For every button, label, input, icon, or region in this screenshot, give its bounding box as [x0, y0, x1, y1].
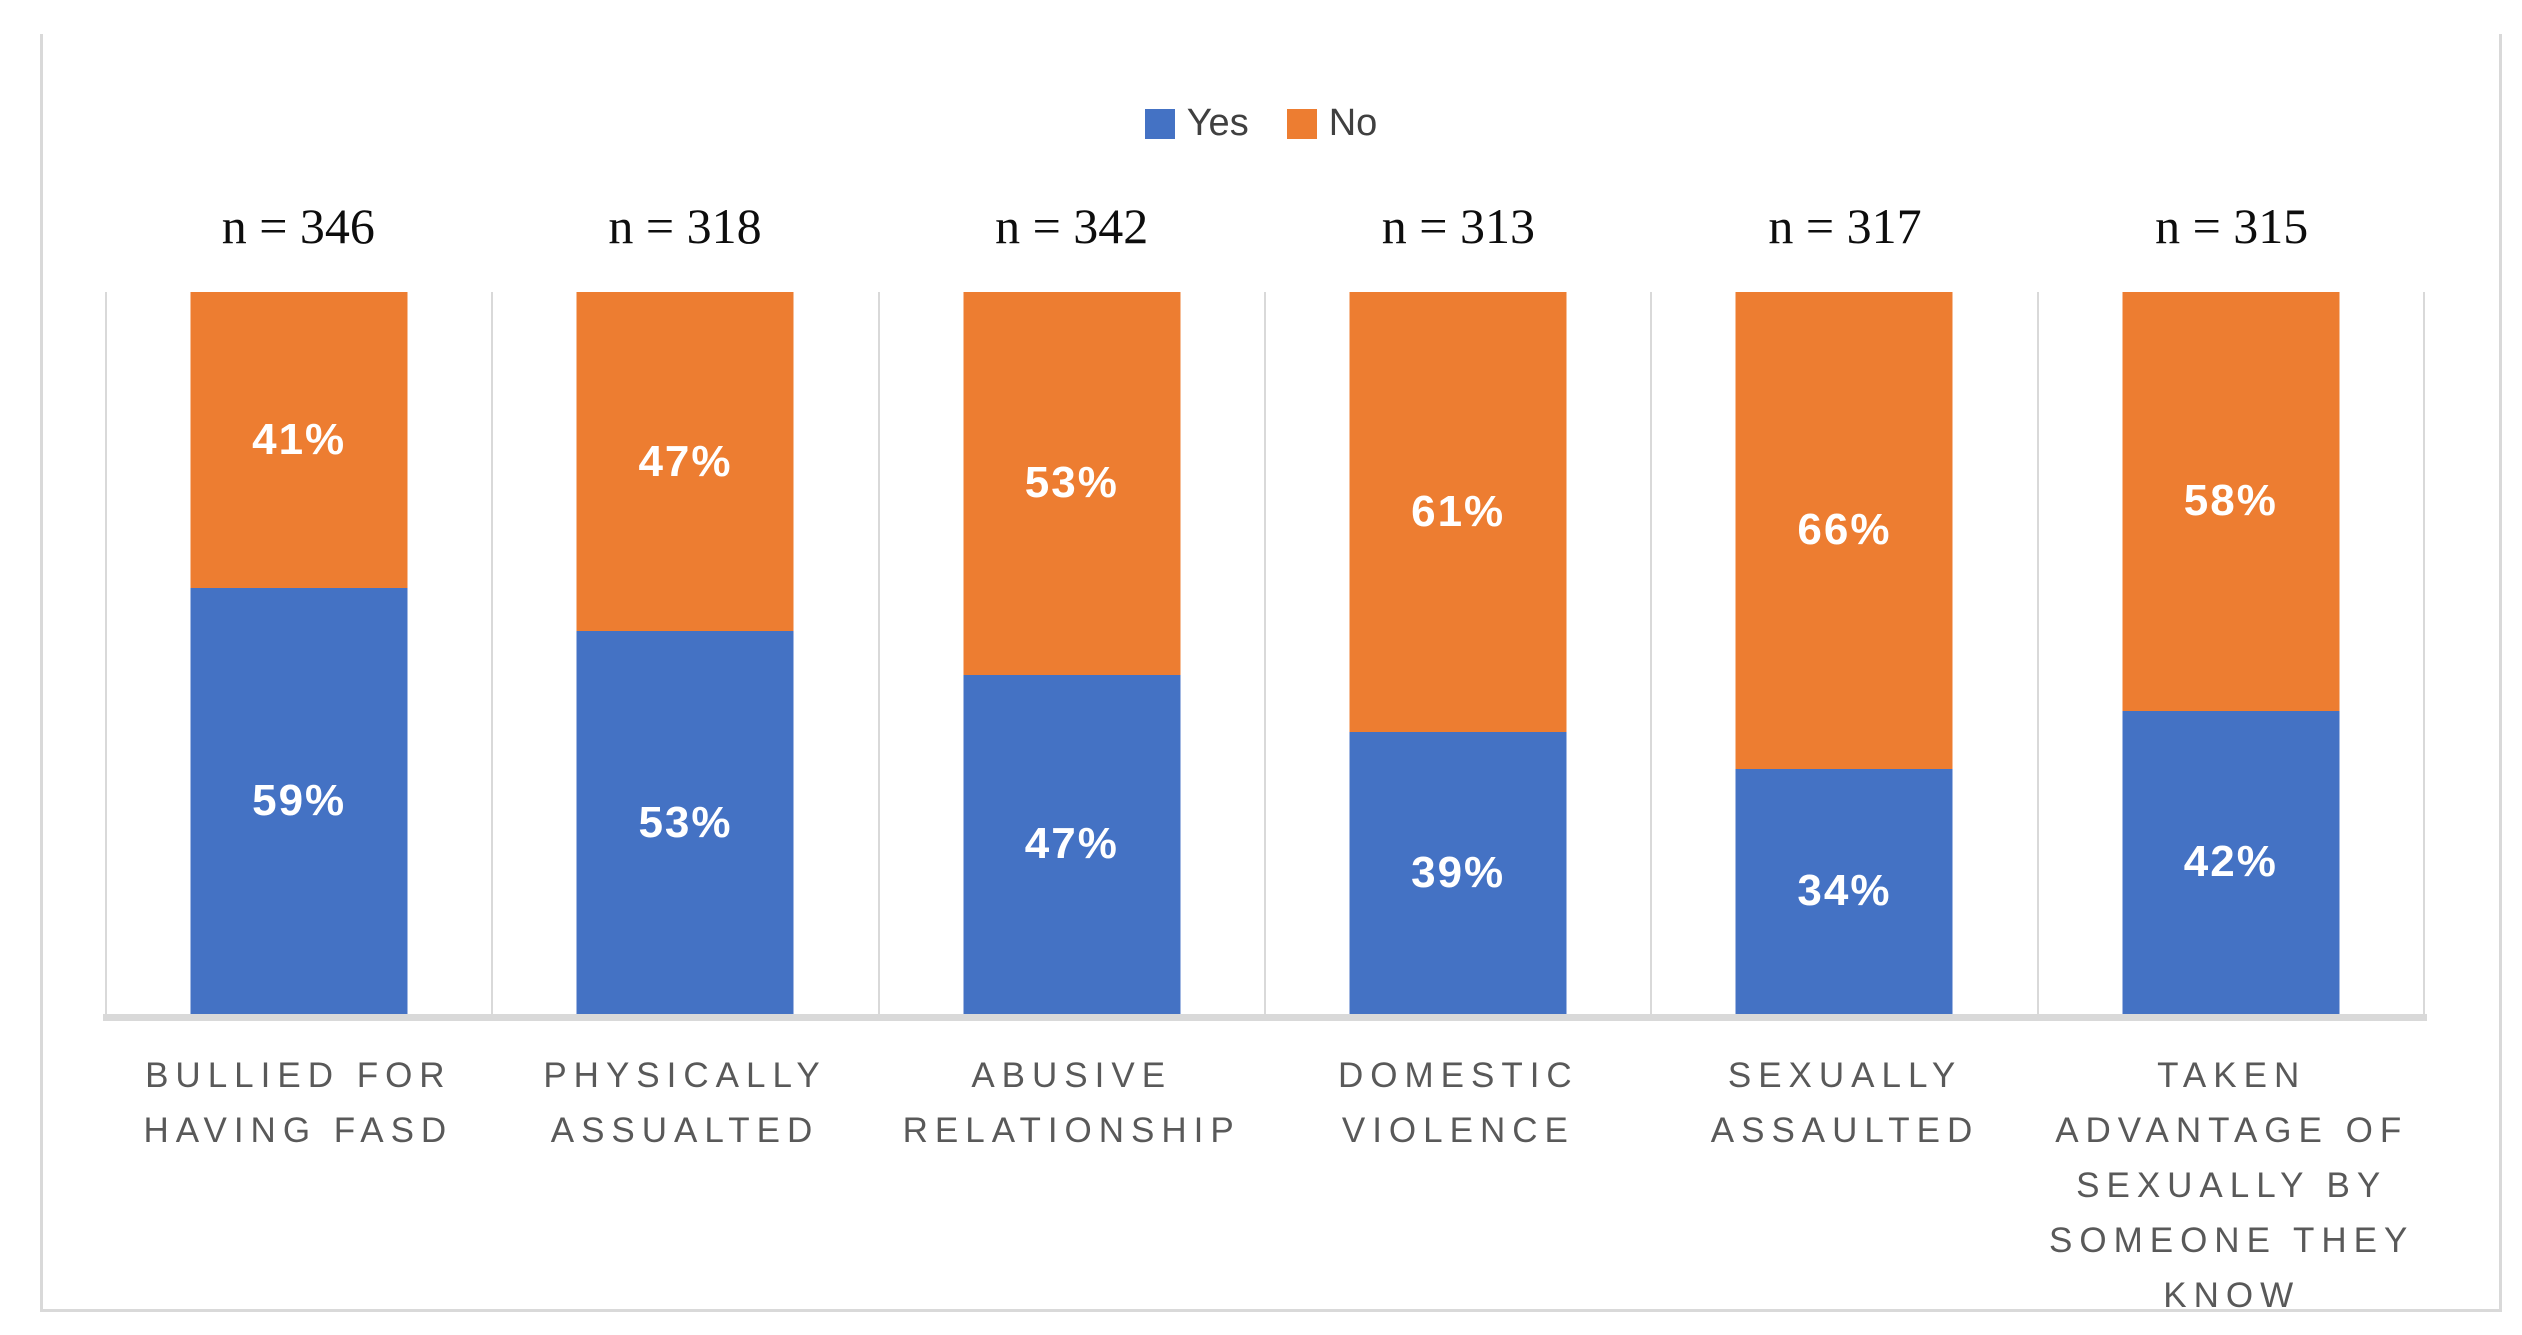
- stacked-bar: 47% 53%: [576, 292, 794, 1014]
- sample-size-label: n = 317: [1768, 198, 1922, 254]
- legend-label-no: No: [1328, 102, 1378, 144]
- chart-frame: [40, 34, 2502, 1312]
- segment-yes: 59%: [190, 588, 408, 1014]
- x-axis-line: [103, 1014, 2427, 1021]
- category-column: 58% 42%: [2036, 292, 2425, 1014]
- segment-no-value-label: 58%: [2183, 476, 2278, 526]
- sample-size-label: n = 315: [2155, 198, 2309, 254]
- plot-area: 41% 59% 47% 53% 53% 47% 61% 39% 66% 34% 58% 42%: [105, 292, 2425, 1014]
- segment-yes: 42%: [2122, 710, 2340, 1014]
- stacked-bar: 61% 39%: [1349, 292, 1567, 1014]
- stacked-bar: 53% 47%: [963, 292, 1181, 1014]
- segment-no: 41%: [190, 292, 408, 589]
- legend: Yes No: [0, 102, 2522, 145]
- category-label: PHYSICALLY ASSUALTED: [543, 1056, 827, 1150]
- category-label-row: BULLIED FOR HAVING FASD PHYSICALLY ASSUAL…: [105, 1048, 2425, 1323]
- category-column: 61% 39%: [1263, 292, 1650, 1014]
- segment-no: 66%: [1735, 292, 1953, 769]
- segment-yes-value-label: 39%: [1411, 848, 1506, 898]
- category-label: BULLIED FOR HAVING FASD: [143, 1056, 454, 1150]
- sample-size-label: n = 318: [608, 198, 762, 254]
- category-column: 66% 34%: [1650, 292, 2036, 1014]
- segment-yes-value-label: 42%: [2183, 837, 2278, 887]
- segment-yes-value-label: 47%: [1024, 819, 1119, 869]
- segment-yes: 39%: [1349, 732, 1567, 1014]
- segment-no: 58%: [2122, 292, 2340, 711]
- stacked-bar: 58% 42%: [2122, 292, 2340, 1014]
- segment-no-value-label: 41%: [252, 415, 347, 464]
- segment-no: 61%: [1349, 292, 1567, 733]
- segment-no-value-label: 53%: [1024, 458, 1119, 508]
- segment-yes-value-label: 53%: [638, 797, 733, 847]
- segment-yes-value-label: 34%: [1797, 866, 1892, 916]
- category-column: 41% 59%: [105, 292, 491, 1014]
- stacked-bar: 41% 59%: [190, 292, 408, 1014]
- category-column: 47% 53%: [491, 292, 877, 1014]
- sample-size-label: n = 346: [221, 198, 375, 254]
- segment-no-value-label: 61%: [1411, 487, 1506, 537]
- legend-item-yes: Yes: [1144, 102, 1249, 145]
- legend-item-no: No: [1286, 102, 1378, 145]
- segment-no: 47%: [576, 292, 794, 632]
- legend-swatch-yes-icon: [1144, 108, 1175, 139]
- category-label: DOMESTIC VIOLENCE: [1337, 1056, 1579, 1150]
- sample-size-label: n = 342: [995, 198, 1149, 254]
- sample-size-row: n = 346 n = 318 n = 342 n = 313 n = 317 n = 3…: [105, 196, 2425, 256]
- legend-label-yes: Yes: [1186, 102, 1249, 144]
- category-label: ABUSIVE RELATIONSHIP: [902, 1056, 1241, 1150]
- segment-no-value-label: 47%: [638, 436, 733, 486]
- segment-yes: 47%: [963, 674, 1181, 1014]
- category-column: 53% 47%: [877, 292, 1264, 1014]
- segment-yes: 53%: [576, 631, 794, 1014]
- legend-swatch-no-icon: [1286, 108, 1317, 139]
- segment-yes-value-label: 59%: [252, 776, 347, 825]
- segment-no: 53%: [963, 292, 1181, 675]
- sample-size-label: n = 313: [1381, 198, 1535, 254]
- category-label: TAKEN ADVANTAGE OF SEXUALLY BY SOMEONE T…: [2049, 1056, 2415, 1315]
- segment-yes: 34%: [1735, 768, 1953, 1014]
- stacked-bar: 66% 34%: [1735, 292, 1953, 1014]
- segment-no-value-label: 66%: [1797, 505, 1892, 555]
- category-label: SEXUALLY ASSAULTED: [1710, 1056, 1980, 1150]
